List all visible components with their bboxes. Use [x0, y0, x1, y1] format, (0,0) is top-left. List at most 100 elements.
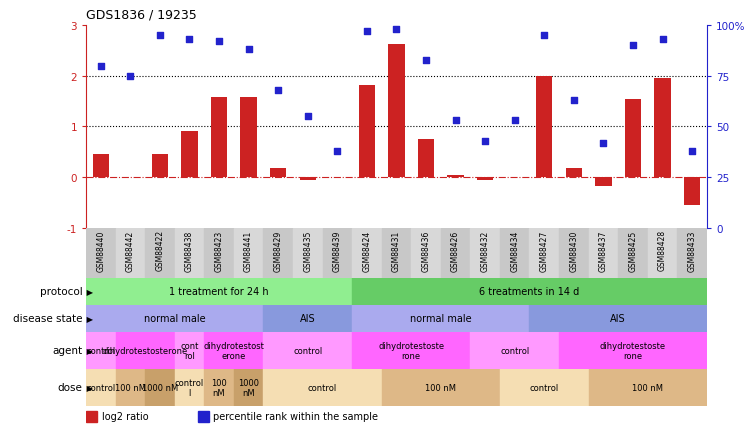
Bar: [500, 369, 589, 406]
Point: [95, 63, 107, 70]
Bar: [116, 332, 175, 369]
Bar: [352, 332, 470, 369]
Text: 1000 nM: 1000 nM: [142, 383, 178, 392]
Bar: [263, 369, 381, 406]
Bar: [86, 332, 116, 369]
Bar: [359, 85, 375, 178]
Text: log2 ratio: log2 ratio: [102, 411, 148, 421]
Bar: [86, 411, 97, 423]
Text: ▶: ▶: [84, 287, 93, 296]
Text: cont
rol: cont rol: [180, 341, 199, 360]
Bar: [388, 45, 405, 178]
Bar: [241, 98, 257, 178]
Text: control: control: [308, 383, 337, 392]
Bar: [500, 228, 530, 278]
Bar: [589, 369, 707, 406]
Bar: [263, 332, 352, 369]
Text: dihydrotestoste
rone: dihydrotestoste rone: [600, 341, 666, 360]
Text: AIS: AIS: [610, 314, 626, 323]
Text: GSM88433: GSM88433: [687, 230, 696, 271]
Text: 1000
nM: 1000 nM: [238, 378, 259, 397]
Point: [331, 148, 343, 155]
Text: GSM88437: GSM88437: [599, 230, 608, 271]
Bar: [263, 228, 293, 278]
Text: normal male: normal male: [410, 314, 471, 323]
Text: dihydrotestost
erone: dihydrotestost erone: [203, 341, 264, 360]
Text: dihydrotestosterone: dihydrotestosterone: [102, 346, 188, 355]
Bar: [677, 228, 707, 278]
Bar: [175, 332, 204, 369]
Point: [272, 87, 284, 94]
Text: 100 nM: 100 nM: [115, 383, 146, 392]
Text: GSM88424: GSM88424: [362, 230, 371, 271]
Bar: [441, 228, 470, 278]
Text: GSM88442: GSM88442: [126, 230, 135, 271]
Text: dihydrotestoste
rone: dihydrotestoste rone: [378, 341, 444, 360]
Bar: [470, 228, 500, 278]
Bar: [477, 178, 493, 180]
Point: [213, 39, 225, 46]
Bar: [263, 305, 352, 332]
Text: GSM88434: GSM88434: [510, 230, 519, 271]
Text: GSM88432: GSM88432: [481, 230, 490, 271]
Bar: [589, 228, 618, 278]
Text: ▶: ▶: [84, 383, 93, 392]
Bar: [352, 228, 381, 278]
Bar: [181, 131, 197, 178]
Bar: [145, 228, 175, 278]
Text: GSM88439: GSM88439: [333, 230, 342, 271]
Point: [301, 114, 313, 121]
Text: GSM88431: GSM88431: [392, 230, 401, 271]
Bar: [559, 228, 589, 278]
Text: GSM88423: GSM88423: [215, 230, 224, 271]
Text: 1 treatment for 24 h: 1 treatment for 24 h: [169, 287, 269, 296]
Point: [598, 140, 610, 147]
Text: ▶: ▶: [84, 346, 93, 355]
Bar: [565, 169, 582, 178]
Point: [361, 29, 373, 36]
Bar: [204, 228, 234, 278]
Text: GSM88428: GSM88428: [658, 230, 667, 271]
Bar: [618, 228, 648, 278]
Text: GSM88430: GSM88430: [569, 230, 578, 271]
Point: [183, 37, 195, 44]
Text: ▶: ▶: [84, 314, 93, 323]
Bar: [204, 369, 234, 406]
Text: GSM88425: GSM88425: [628, 230, 637, 271]
Bar: [411, 228, 441, 278]
Bar: [381, 228, 411, 278]
Text: GSM88438: GSM88438: [185, 230, 194, 271]
Point: [509, 118, 521, 125]
Bar: [293, 228, 322, 278]
Bar: [300, 178, 316, 180]
Text: GSM88427: GSM88427: [540, 230, 549, 271]
Bar: [447, 175, 464, 178]
Bar: [86, 369, 116, 406]
Text: GSM88441: GSM88441: [244, 230, 253, 271]
Point: [686, 148, 698, 155]
Bar: [116, 228, 145, 278]
Bar: [530, 305, 707, 332]
Text: dose: dose: [58, 382, 82, 392]
Bar: [684, 178, 700, 206]
Text: GSM88429: GSM88429: [274, 230, 283, 271]
Text: GSM88426: GSM88426: [451, 230, 460, 271]
Bar: [86, 278, 352, 305]
Point: [242, 47, 254, 54]
Text: GSM88440: GSM88440: [96, 230, 105, 271]
Point: [390, 26, 402, 33]
Bar: [352, 305, 530, 332]
Bar: [625, 99, 641, 178]
Text: GDS1836 / 19235: GDS1836 / 19235: [86, 9, 197, 22]
Text: 100 nM: 100 nM: [632, 383, 663, 392]
Bar: [381, 369, 500, 406]
Bar: [197, 411, 209, 423]
Text: percentile rank within the sample: percentile rank within the sample: [213, 411, 378, 421]
Text: control: control: [86, 346, 115, 355]
Point: [420, 57, 432, 64]
Text: GSM88422: GSM88422: [156, 230, 165, 271]
Bar: [152, 155, 168, 178]
Bar: [234, 369, 263, 406]
Bar: [86, 305, 263, 332]
Bar: [654, 79, 671, 178]
